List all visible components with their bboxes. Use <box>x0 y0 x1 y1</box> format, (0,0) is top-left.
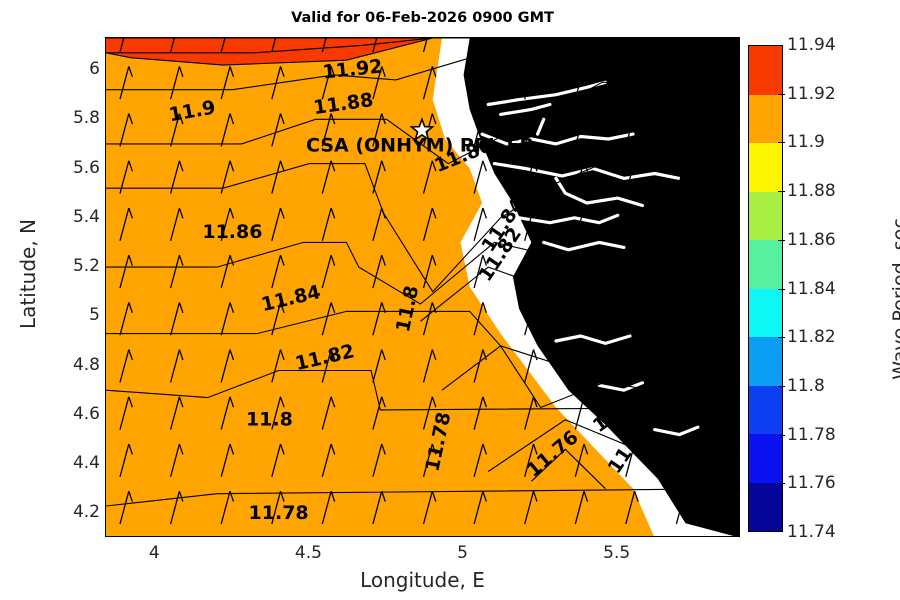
colorbar-tick-label: 11.86 <box>787 229 836 250</box>
y-tick-label: 5.2 <box>72 256 100 277</box>
colorbar-band <box>749 482 782 531</box>
colorbar-tick-label: 11.8 <box>787 375 825 396</box>
colorbar-tick-label: 11.9 <box>787 132 825 153</box>
station-marker-group[interactable]: CSA (ONHYM) PPL EB <box>306 117 534 156</box>
station-marker-label: CSA (ONHYM) PPL EB <box>306 134 534 156</box>
y-axis-label: Latitude, N <box>16 219 40 329</box>
colorbar-tick-mark <box>778 434 785 436</box>
contour-label: 11.78 <box>249 502 309 524</box>
colorbar[interactable] <box>748 45 783 532</box>
colorbar-tick-label: 11.74 <box>787 522 836 542</box>
colorbar-band <box>749 143 782 192</box>
colorbar-ticks: 11.94 11.92 11.9 11.88 11.86 11.84 11.82 11.8 11… <box>778 35 857 542</box>
x-axis-ticks: 4 4.5 5 5.5 <box>105 543 740 569</box>
y-tick-label: 6 <box>89 59 100 80</box>
colorbar-tick-mark <box>778 239 785 241</box>
colorbar-band <box>749 337 782 386</box>
contour-label: 11.8 <box>246 408 293 430</box>
colorbar-tick-label: 11.88 <box>787 181 836 202</box>
y-axis-ticks: 4.2 4.4 4.6 4.8 5 5.2 5.4 5.6 5.8 6 <box>50 37 100 537</box>
y-tick-label: 5.8 <box>72 108 100 129</box>
y-tick-label: 5.6 <box>72 157 100 178</box>
colorbar-tick-mark <box>778 337 785 339</box>
colorbar-band <box>749 385 782 434</box>
colorbar-band <box>749 191 782 240</box>
y-tick-label: 5.4 <box>72 206 100 227</box>
colorbar-label: Wave Period, sec <box>889 218 900 380</box>
y-tick-label: 5 <box>89 305 100 326</box>
colorbar-tick-label: 11.92 <box>787 83 836 104</box>
colorbar-band <box>749 434 782 483</box>
colorbar-tick-mark <box>778 142 785 144</box>
contour-label: 11.86 <box>202 221 262 243</box>
x-tick-label: 5 <box>457 543 468 563</box>
contour-plot-area[interactable]: 11.92 11.9 11.88 11.86 11.86 11.84 11.84 11.82 1… <box>105 37 740 537</box>
colorbar-tick-label: 11.84 <box>787 278 836 299</box>
colorbar-tick-mark <box>778 288 785 290</box>
wave-direction-arrows <box>119 38 739 525</box>
x-tick-label: 5.5 <box>603 543 631 563</box>
colorbar-tick-label: 11.82 <box>787 327 836 348</box>
contour-lines <box>106 38 739 507</box>
y-tick-label: 4.4 <box>72 453 100 474</box>
colorbar-tick-mark <box>778 93 785 95</box>
colorbar-band <box>749 46 782 95</box>
page-title: Valid for 06-Feb-2026 0900 GMT <box>291 10 554 26</box>
colorbar-tick-label: 11.94 <box>787 35 836 55</box>
y-tick-label: 4.2 <box>72 502 100 523</box>
colorbar-tick-mark <box>778 483 785 485</box>
y-tick-label: 4.8 <box>72 354 100 375</box>
colorbar-band <box>749 288 782 337</box>
colorbar-tick-mark <box>778 191 785 193</box>
x-tick-label: 4 <box>148 543 160 563</box>
colorbar-band <box>749 94 782 143</box>
x-tick-label: 4.5 <box>294 543 322 563</box>
colorbar-tick-label: 11.78 <box>787 424 836 445</box>
colorbar-tick-label: 11.76 <box>787 473 836 494</box>
x-axis-label: Longitude, E <box>360 568 485 592</box>
station-marker-star-icon[interactable] <box>409 117 435 142</box>
y-tick-label: 4.6 <box>72 403 100 424</box>
colorbar-band <box>749 240 782 289</box>
colorbar-tick-mark <box>778 385 785 387</box>
